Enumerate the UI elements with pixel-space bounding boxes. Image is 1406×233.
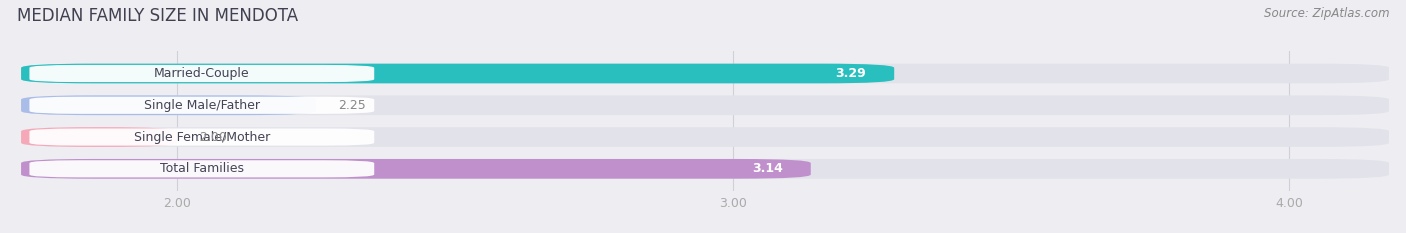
FancyBboxPatch shape: [21, 127, 1389, 147]
FancyBboxPatch shape: [21, 64, 1389, 83]
Text: Single Female/Mother: Single Female/Mother: [134, 130, 270, 144]
Text: Single Male/Father: Single Male/Father: [143, 99, 260, 112]
FancyBboxPatch shape: [21, 159, 811, 179]
FancyBboxPatch shape: [21, 96, 1389, 115]
Text: 3.29: 3.29: [835, 67, 866, 80]
Text: Married-Couple: Married-Couple: [155, 67, 250, 80]
Text: 2.25: 2.25: [337, 99, 366, 112]
Text: 2.00: 2.00: [200, 130, 226, 144]
Text: Total Families: Total Families: [160, 162, 243, 175]
Text: Source: ZipAtlas.com: Source: ZipAtlas.com: [1264, 7, 1389, 20]
FancyBboxPatch shape: [30, 65, 374, 82]
Text: MEDIAN FAMILY SIZE IN MENDOTA: MEDIAN FAMILY SIZE IN MENDOTA: [17, 7, 298, 25]
FancyBboxPatch shape: [30, 128, 374, 146]
FancyBboxPatch shape: [21, 159, 1389, 179]
FancyBboxPatch shape: [30, 97, 374, 114]
FancyBboxPatch shape: [21, 96, 316, 115]
Text: 3.14: 3.14: [752, 162, 783, 175]
FancyBboxPatch shape: [21, 64, 894, 83]
FancyBboxPatch shape: [21, 127, 177, 147]
FancyBboxPatch shape: [30, 160, 374, 177]
